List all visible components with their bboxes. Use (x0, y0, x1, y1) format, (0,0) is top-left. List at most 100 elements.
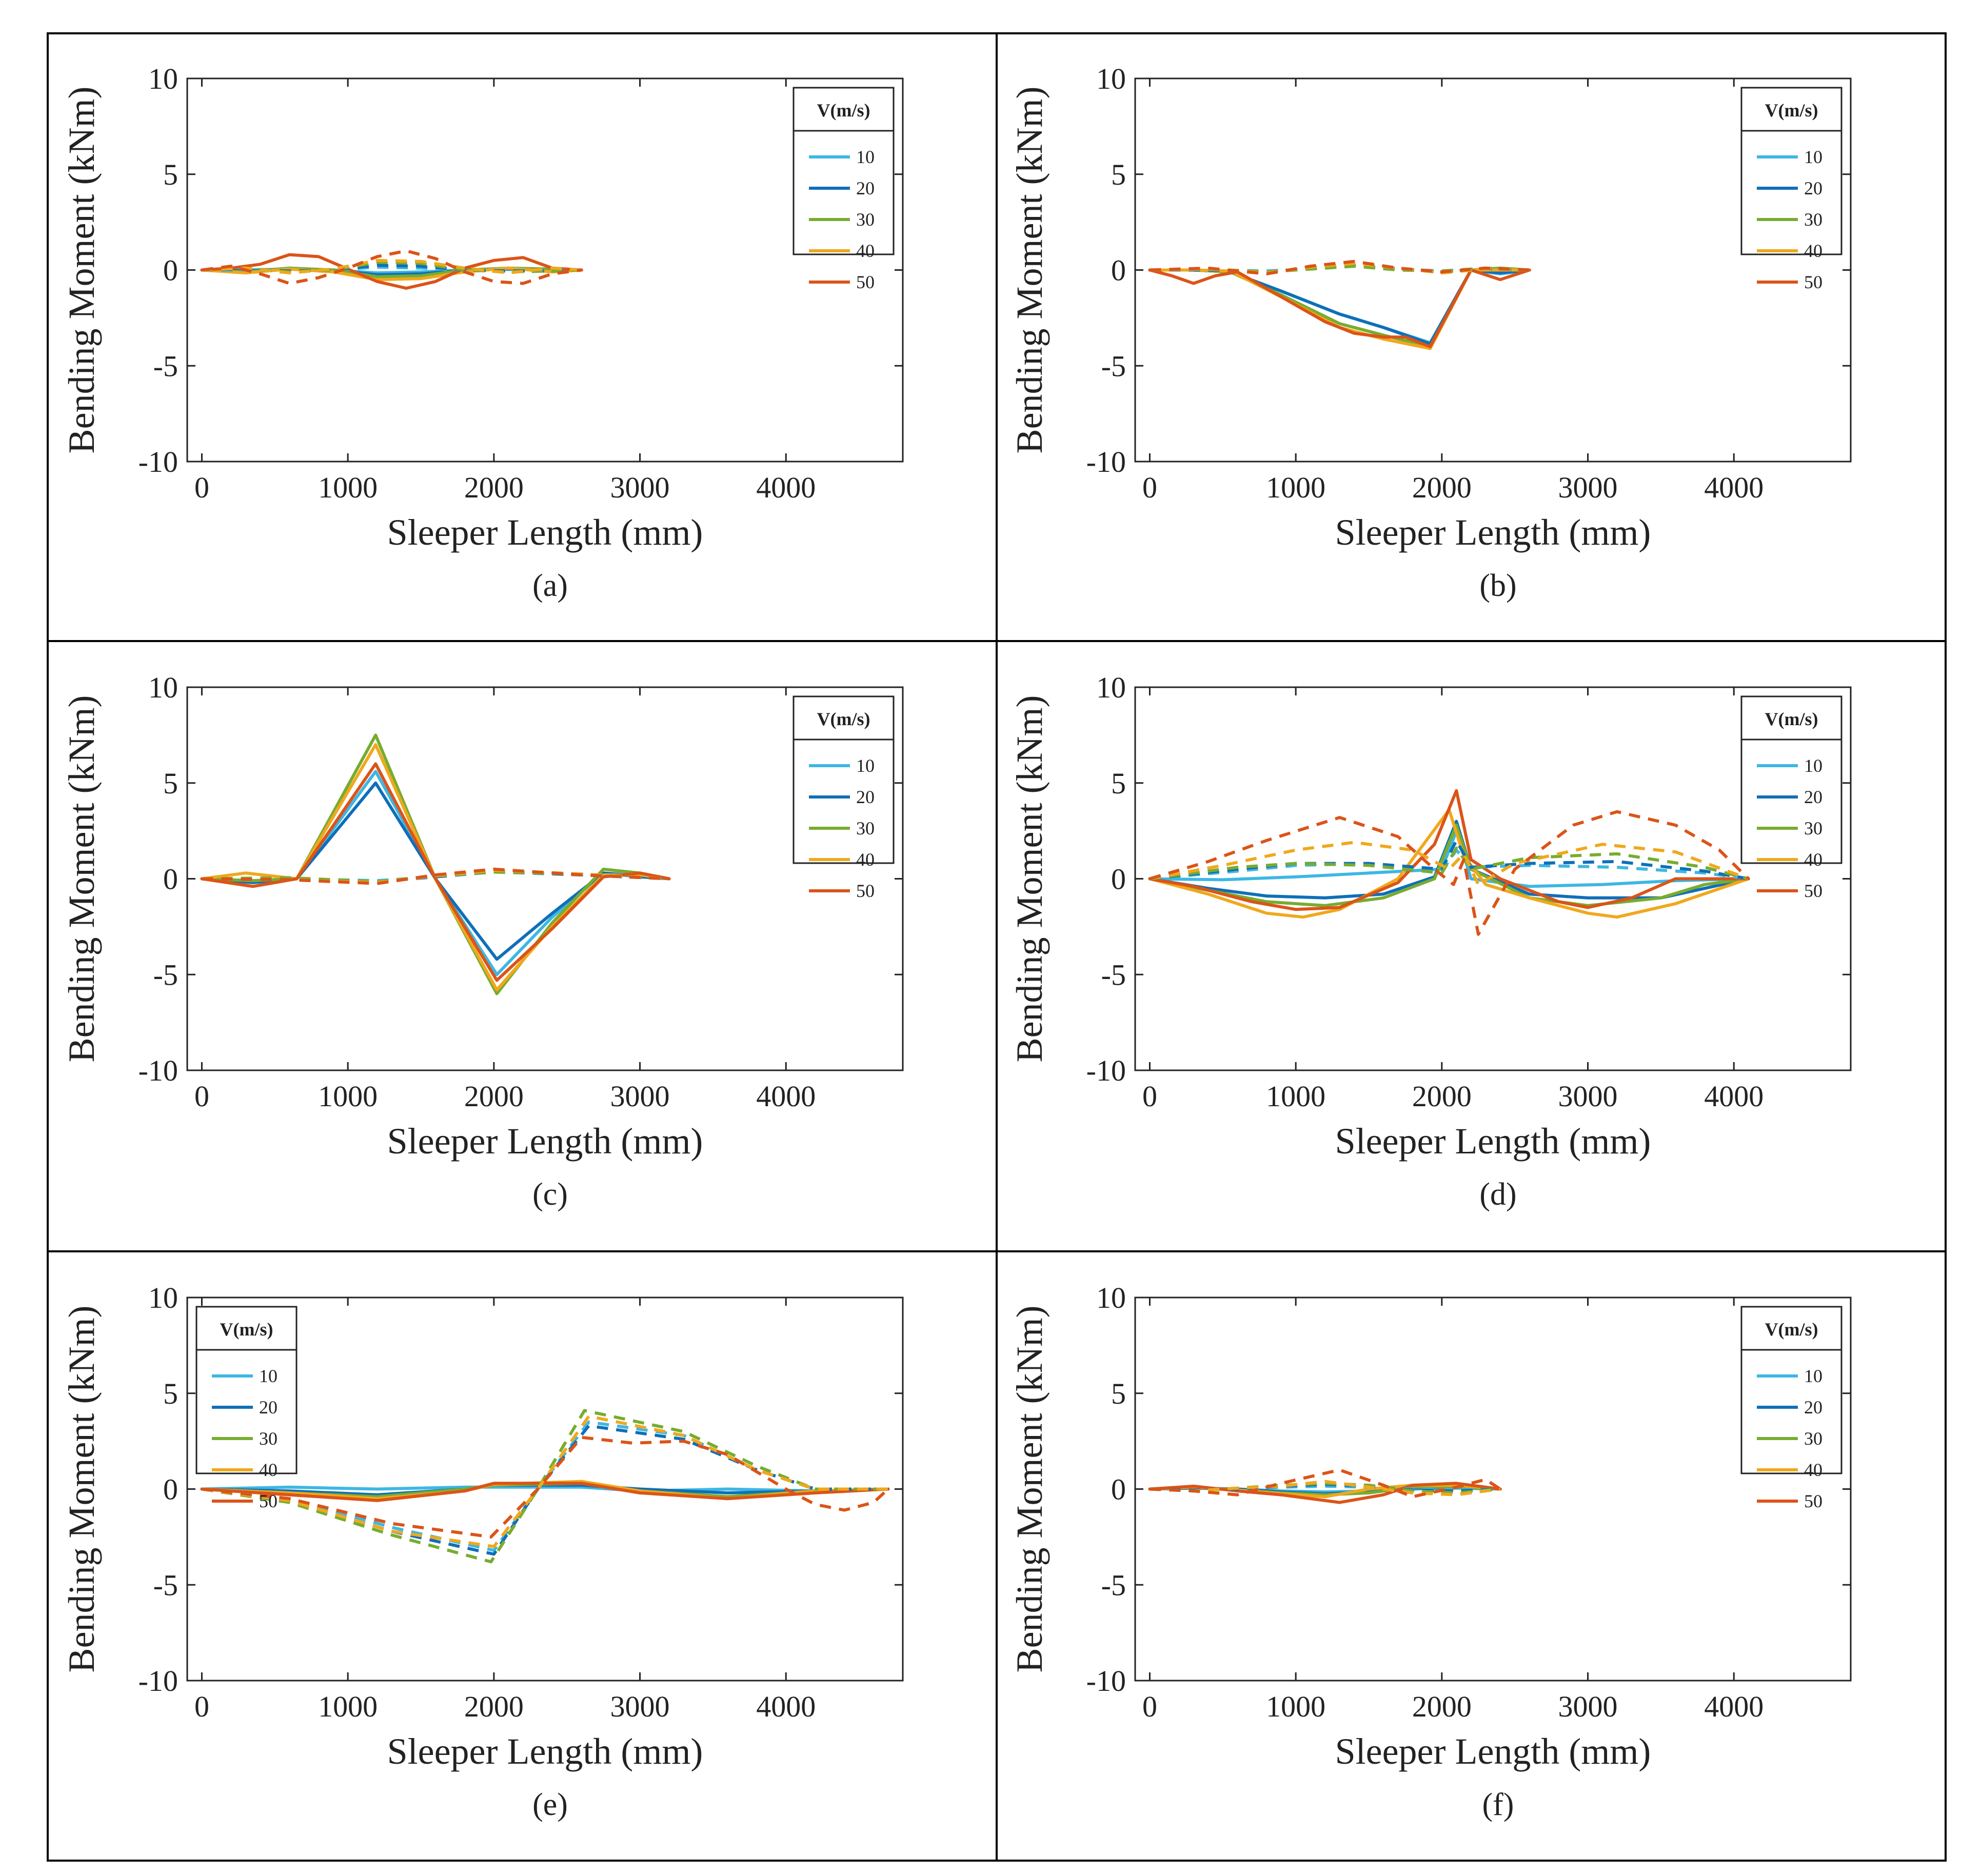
legend-label-40: 40 (856, 849, 875, 870)
legend-title: V(m/s) (1765, 1319, 1818, 1340)
x-tick-label: 3000 (610, 1080, 670, 1113)
series-line-50-solid (200, 1482, 890, 1502)
panel-caption: (e) (532, 1787, 568, 1822)
x-axis-title: Sleeper Length (mm) (387, 512, 703, 553)
y-tick-label: 10 (148, 1281, 178, 1314)
chart-panel-5: -10 -5 0 5 10 0 1000 2000 3000 4000 Sleeper Length… (61, 1281, 904, 1822)
x-tick-label: 1000 (1266, 1080, 1325, 1113)
y-tick-label: 5 (163, 767, 178, 800)
legend-label-50: 50 (1804, 272, 1822, 292)
legend-label-10: 10 (1804, 1366, 1822, 1386)
legend: V(m/s) 10 20 30 40 50 (793, 87, 895, 292)
series-line-50-solid (1148, 789, 1750, 911)
legend-label-20: 20 (1804, 787, 1822, 807)
y-axis-title: Bending Moment (kNm) (1009, 695, 1050, 1063)
x-tick-label: 1000 (318, 1080, 378, 1113)
y-tick-label: 0 (163, 863, 178, 896)
y-tick-label: -10 (1086, 445, 1126, 478)
series-line-40-dashed (202, 258, 582, 275)
x-tick-label: 3000 (1558, 1690, 1618, 1723)
legend-label-30: 30 (1804, 209, 1822, 230)
y-tick-label: -10 (138, 445, 178, 478)
y-tick-label: 0 (1111, 1473, 1126, 1506)
legend-title: V(m/s) (1765, 709, 1818, 729)
chart-panel-3: -10 -5 0 5 10 0 1000 2000 3000 4000 Sleeper Length… (61, 671, 904, 1212)
legend-label-30: 30 (1804, 818, 1822, 839)
y-tick-label: 10 (1096, 1281, 1126, 1314)
x-tick-label: 2000 (1412, 1080, 1472, 1113)
series-line-50-dashed (1149, 810, 1750, 936)
legend-label-10: 10 (856, 755, 875, 776)
legend-label-20: 20 (856, 787, 875, 807)
x-tick-label: 4000 (1704, 1080, 1764, 1113)
x-tick-label: 1000 (318, 471, 378, 504)
series-line-30-dashed (202, 1409, 888, 1564)
legend-box (195, 1306, 298, 1474)
y-tick-label: -10 (1086, 1664, 1126, 1698)
y-tick-label: 5 (1111, 158, 1126, 191)
x-tick-label: 4000 (756, 1690, 816, 1723)
legend-label-50: 50 (856, 881, 875, 901)
y-tick-label: 10 (148, 62, 178, 95)
legend: V(m/s) 10 20 30 40 50 (195, 1306, 298, 1511)
x-tick-label: 2000 (1412, 1690, 1472, 1723)
legend-box (1740, 695, 1843, 864)
x-axis-title: Sleeper Length (mm) (1335, 512, 1651, 553)
y-axis-title: Bending Moment (kNm) (61, 1306, 102, 1673)
y-axis-title: Bending Moment (kNm) (61, 695, 102, 1063)
series-line-40-solid (1148, 808, 1750, 919)
legend-label-10: 10 (856, 147, 875, 167)
legend-label-40: 40 (259, 1460, 278, 1480)
x-tick-label: 2000 (464, 471, 524, 504)
legend-label-10: 10 (1804, 147, 1822, 167)
series-line-40-dashed (1149, 841, 1749, 886)
legend-box (793, 87, 895, 255)
legend-label-30: 30 (856, 209, 875, 230)
series-line-30-solid (1148, 823, 1750, 907)
legend-label-10: 10 (1804, 755, 1822, 776)
series-line-40-dashed (202, 1414, 888, 1548)
legend-label-50: 50 (259, 1491, 278, 1511)
y-tick-label: -10 (1086, 1054, 1126, 1087)
legend-box (793, 695, 895, 864)
legend-label-30: 30 (856, 818, 875, 839)
x-tick-label: 4000 (1704, 1690, 1764, 1723)
legend-label-20: 20 (856, 178, 875, 198)
x-tick-label: 0 (194, 1690, 209, 1723)
legend-label-30: 30 (259, 1428, 278, 1449)
panel-caption: (c) (532, 1177, 568, 1212)
legend-title: V(m/s) (1765, 100, 1818, 121)
legend-title: V(m/s) (817, 709, 870, 729)
chart-panel-1: -10 -5 0 5 10 0 1000 2000 3000 4000 Sleeper Length… (61, 62, 904, 603)
x-tick-label: 3000 (1558, 471, 1618, 504)
series-line-50-solid (200, 253, 583, 290)
y-tick-label: 5 (1111, 1377, 1126, 1410)
y-tick-label: -10 (138, 1664, 178, 1698)
chart-panel-4: -10 -5 0 5 10 0 1000 2000 3000 4000 Sleeper Length… (1009, 671, 1852, 1212)
legend-label-40: 40 (1804, 241, 1822, 261)
y-tick-label: -5 (1101, 349, 1126, 383)
y-axis-title: Bending Moment (kNm) (1009, 1306, 1050, 1673)
x-axis-title: Sleeper Length (mm) (1335, 1731, 1651, 1772)
series-line-40-dashed (1150, 1480, 1501, 1496)
legend-box (1740, 87, 1843, 255)
series-line-50-solid (1148, 268, 1531, 348)
legend-label-20: 20 (259, 1397, 278, 1418)
series-line-50-dashed (202, 1435, 889, 1539)
x-axis-title: Sleeper Length (mm) (387, 1731, 703, 1772)
legend: V(m/s) 10 20 30 40 50 (1740, 1306, 1843, 1511)
y-tick-label: 10 (1096, 62, 1126, 95)
series-line-50-dashed (202, 249, 582, 285)
y-tick-label: 0 (163, 254, 178, 287)
series-line-50-dashed (202, 867, 669, 885)
y-tick-label: 0 (1111, 863, 1126, 896)
x-axis-title: Sleeper Length (mm) (1335, 1121, 1651, 1162)
legend-label-40: 40 (1804, 849, 1822, 870)
legend-label-20: 20 (1804, 178, 1822, 198)
y-tick-label: 0 (1111, 254, 1126, 287)
y-tick-label: -5 (1101, 1568, 1126, 1602)
y-tick-label: -10 (138, 1054, 178, 1087)
x-tick-label: 0 (194, 471, 209, 504)
x-tick-label: 3000 (610, 1690, 670, 1723)
